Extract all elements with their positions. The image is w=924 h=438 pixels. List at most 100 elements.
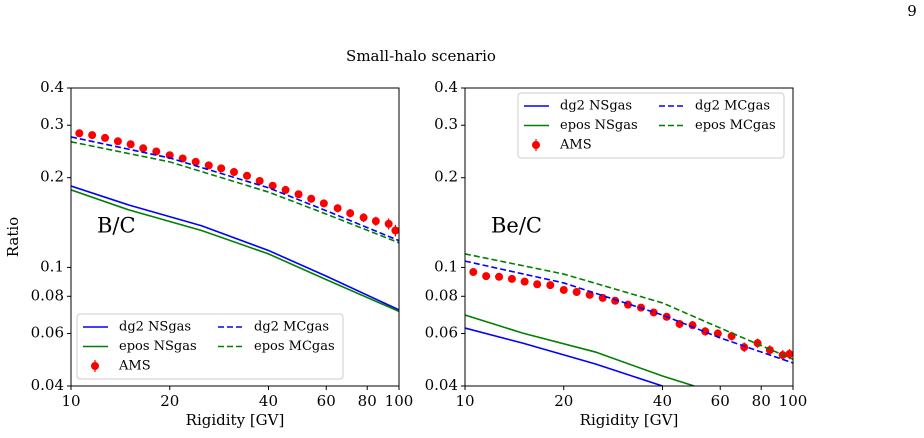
legend-label: epos MCgas: [254, 339, 335, 354]
series-line: [465, 260, 793, 364]
data-point: [359, 213, 368, 222]
x-tick-label: 10: [61, 392, 80, 410]
data-point: [649, 308, 658, 317]
data-point: [281, 185, 290, 194]
data-point: [101, 133, 110, 142]
y-tick-label: 0.1: [40, 257, 64, 275]
x-tick-label: 80: [752, 392, 771, 410]
y-tick-label: 0.06: [31, 324, 64, 342]
y-tick-label: 0.06: [425, 324, 458, 342]
data-point: [333, 204, 342, 213]
data-point: [229, 168, 238, 177]
axes-frame: [464, 87, 794, 387]
series-line: [465, 253, 793, 360]
data-point: [546, 281, 555, 290]
y-tick-label: 0.2: [434, 168, 458, 186]
data-point: [559, 285, 568, 294]
y-axis-label: Ratio: [4, 217, 22, 257]
data-point: [371, 217, 380, 226]
data-point: [520, 277, 529, 286]
series-line: [71, 185, 399, 311]
y-tick-label: 0.08: [425, 286, 458, 304]
x-tick-label: 10: [455, 392, 474, 410]
y-tick-label: 0.3: [434, 115, 458, 133]
plot-area: [465, 253, 793, 386]
x-axis-label: Rigidity [GV]: [580, 411, 679, 429]
data-point: [152, 147, 161, 156]
x-tick-label: 100: [385, 392, 414, 410]
x-tick-label: 60: [711, 392, 730, 410]
series-line: [71, 136, 399, 242]
page-number: 9: [907, 2, 917, 20]
y-tick-label: 0.4: [434, 78, 458, 96]
plot-area: [71, 129, 399, 313]
legend-label: dg2 MCgas: [254, 320, 329, 335]
x-tick-label: 40: [653, 392, 672, 410]
data-point: [495, 272, 504, 281]
legend-label: epos NSgas: [560, 118, 638, 133]
data-point: [319, 199, 328, 208]
data-point: [482, 272, 491, 281]
page-title: Small-halo scenario: [346, 47, 496, 65]
legend-label: AMS: [559, 138, 592, 153]
data-point: [346, 209, 355, 218]
panel: 10 20 40 60 80 100 0.04 0.06 0.08 0.1 0.2 0.3 0.4 Rig…: [425, 78, 808, 429]
y-tick-label: 0.3: [40, 115, 64, 133]
legend-box: [76, 313, 344, 380]
data-point: [572, 287, 581, 296]
y-tick-label: 0.1: [434, 257, 458, 275]
legend-swatch: [532, 141, 540, 149]
data-point: [294, 190, 303, 199]
data-point: [113, 137, 122, 146]
x-tick-label: 40: [259, 392, 278, 410]
axes-frame: [70, 87, 400, 387]
legend-label: AMS: [118, 359, 151, 374]
legend-label: dg2 MCgas: [695, 99, 770, 114]
data-point: [217, 164, 226, 173]
legend-swatch: [91, 362, 99, 370]
data-point: [307, 194, 316, 203]
legend-label: dg2 NSgas: [119, 320, 191, 335]
data-point: [75, 129, 84, 138]
series-line: [71, 140, 399, 244]
series-line: [465, 327, 663, 386]
data-point: [268, 181, 277, 190]
data-point: [165, 151, 174, 160]
annotation: Be/C: [491, 214, 542, 238]
x-tick-label: 100: [779, 392, 808, 410]
data-point: [126, 140, 135, 149]
data-point: [191, 157, 200, 166]
y-tick-label: 0.08: [31, 286, 64, 304]
data-point: [533, 280, 542, 289]
data-point: [242, 171, 251, 180]
legend: dg2 NSgas epos NSgas AMS dg2 MCgas epos MCga…: [517, 92, 785, 159]
series-line: [71, 189, 399, 313]
legend-box: [517, 92, 785, 159]
y-tick-label: 0.04: [31, 376, 64, 394]
legend-label: epos MCgas: [695, 118, 776, 133]
data-point: [507, 274, 516, 283]
y-tick-label: 0.04: [425, 376, 458, 394]
data-point: [255, 176, 264, 185]
data-point: [204, 161, 213, 170]
x-axis-label: Rigidity [GV]: [186, 411, 285, 429]
data-point: [88, 131, 97, 140]
y-tick-label: 0.2: [40, 168, 64, 186]
legend-label: dg2 NSgas: [560, 99, 632, 114]
data-point: [785, 350, 793, 359]
data-point: [139, 144, 148, 153]
x-tick-label: 20: [554, 392, 573, 410]
x-tick-label: 60: [317, 392, 336, 410]
series-line: [465, 314, 695, 386]
annotation: B/C: [97, 214, 136, 238]
data-point: [391, 226, 399, 235]
x-tick-label: 80: [358, 392, 377, 410]
x-tick-label: 20: [160, 392, 179, 410]
data-point: [469, 268, 478, 277]
data-point: [384, 219, 393, 228]
legend: dg2 NSgas epos NSgas AMS dg2 MCgas epos MCga…: [76, 313, 344, 380]
legend-label: epos NSgas: [119, 339, 197, 354]
panel: 10 20 40 60 80 100 0.04 0.06 0.08 0.1 0.2 0.3 0.4 Rig…: [4, 78, 413, 429]
y-tick-label: 0.4: [40, 78, 64, 96]
